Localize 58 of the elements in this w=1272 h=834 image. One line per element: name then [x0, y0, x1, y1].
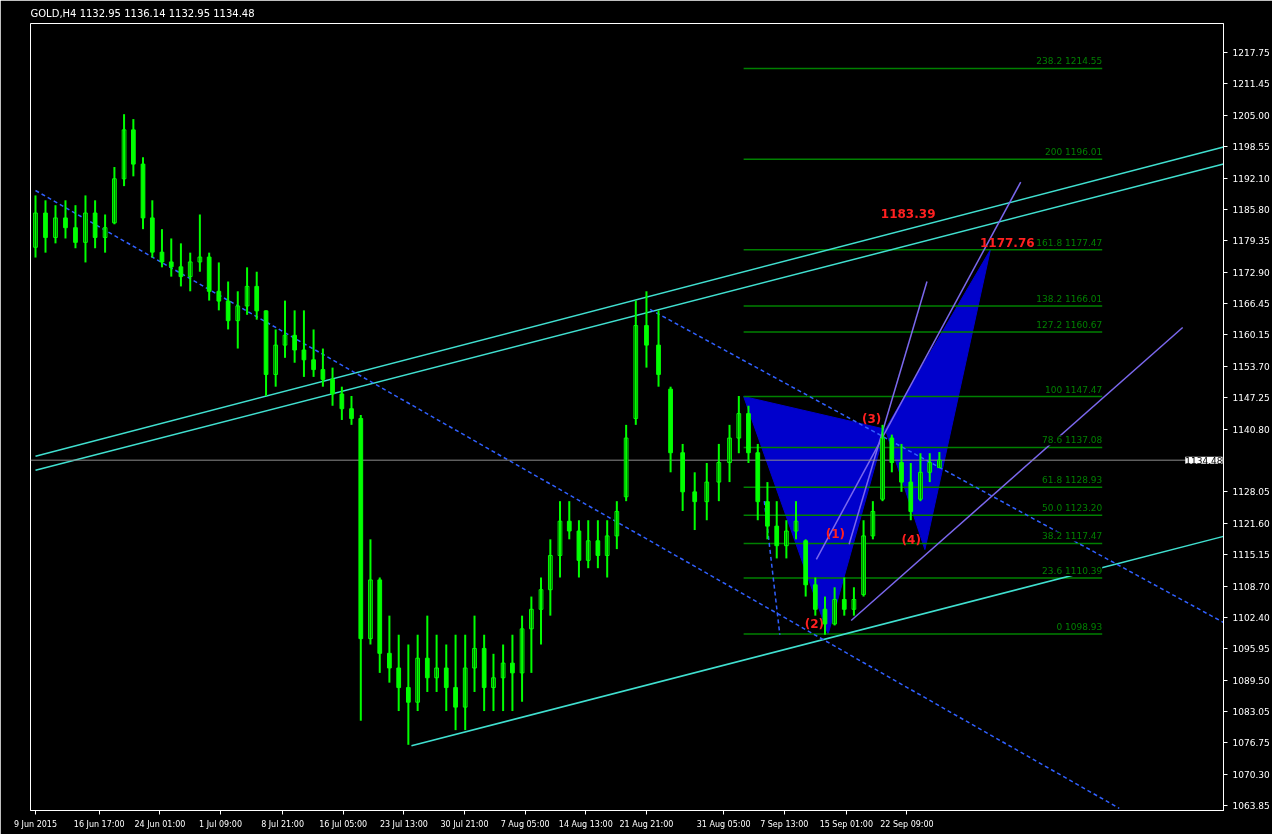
y-tick-label: 1121.60 [1232, 518, 1270, 529]
y-tick-label: 1083.05 [1232, 707, 1270, 718]
series-label: 127.2 1160.67 [1036, 320, 1103, 331]
x-tick-label: 21 Aug 21:00 [619, 819, 674, 829]
y-tick-label: 1153.70 [1232, 361, 1270, 372]
y-tick-label: 1102.40 [1232, 612, 1270, 623]
y-tick-label: 1166.45 [1232, 299, 1270, 310]
x-tick-label: 7 Sep 13:00 [760, 819, 809, 829]
y-tick-label: 1160.15 [1232, 330, 1270, 341]
chart-title: GOLD,H4 1132.95 1136.14 1132.95 1134.48 [30, 7, 255, 19]
x-tick-label: 15 Sep 01:00 [819, 819, 874, 829]
annotation: (3) [861, 412, 882, 427]
series-label: 78.6 1137.08 [1042, 435, 1103, 446]
series-label: 238.2 1214.55 [1036, 56, 1103, 67]
x-tick-label: 16 Jul 05:00 [319, 819, 368, 829]
y-tick-label: 1147.25 [1232, 393, 1270, 404]
y-tick-label: 1179.35 [1232, 236, 1270, 247]
y-tick-label: 1198.55 [1232, 142, 1270, 153]
series-label: 138.2 1166.01 [1036, 293, 1103, 304]
y-tick-label: 1172.90 [1232, 267, 1270, 278]
x-tick-label: 14 Aug 13:00 [558, 819, 613, 829]
x-tick-label: 23 Jul 13:00 [379, 819, 428, 829]
y-tick-label: 1211.45 [1232, 79, 1270, 90]
y-tick-label: 1205.00 [1232, 110, 1270, 121]
x-tick-label: 7 Aug 05:00 [500, 819, 550, 829]
series-label: 38.2 1117.47 [1042, 531, 1103, 542]
y-tick-label: 1070.30 [1232, 769, 1270, 780]
x-tick-label: 31 Aug 05:00 [696, 819, 751, 829]
y-tick-label: 1140.80 [1232, 424, 1270, 435]
series-label: 100 1147.47 [1044, 384, 1103, 395]
y-tick-label: 1095.95 [1232, 644, 1270, 655]
series-label: 0 1098.93 [1056, 622, 1103, 633]
x-tick-label: 24 Jun 01:00 [134, 819, 186, 829]
ref-line-label: 1134.48 [1185, 455, 1223, 466]
series-label: 161.8 1177.47 [1036, 237, 1103, 248]
y-tick-label: 1115.15 [1232, 550, 1270, 561]
series-label: 50.0 1123.20 [1042, 503, 1103, 514]
y-tick-label: 1192.10 [1232, 173, 1270, 184]
y-tick-label: 1185.80 [1232, 204, 1270, 215]
y-tick-label: 1063.85 [1232, 801, 1270, 812]
x-tick-label: 16 Jun 17:00 [73, 819, 125, 829]
y-tick-label: 1108.70 [1232, 581, 1270, 592]
x-tick-label: 9 Jun 2015 [13, 819, 58, 829]
x-tick-label: 22 Sep 09:00 [880, 819, 934, 829]
y-tick-label: 1128.05 [1232, 487, 1270, 498]
annotation: (2) [804, 617, 825, 632]
annotation: (1) [825, 527, 846, 542]
series-label: 200 1196.01 [1044, 147, 1103, 158]
annotation: (4) [901, 532, 921, 547]
series-label: 23.6 1110.39 [1042, 566, 1103, 577]
y-tick-label: 1089.50 [1232, 675, 1270, 686]
annotation: 1183.39 [880, 206, 936, 221]
y-tick-label: 1217.75 [1232, 48, 1270, 59]
x-tick-label: 30 Jul 21:00 [440, 819, 489, 829]
series-label: 61.8 1128.93 [1042, 475, 1103, 486]
y-tick-label: 1076.75 [1232, 738, 1270, 749]
x-tick-label: 8 Jul 21:00 [261, 819, 305, 829]
x-tick-label: 1 Jul 09:00 [199, 819, 242, 829]
